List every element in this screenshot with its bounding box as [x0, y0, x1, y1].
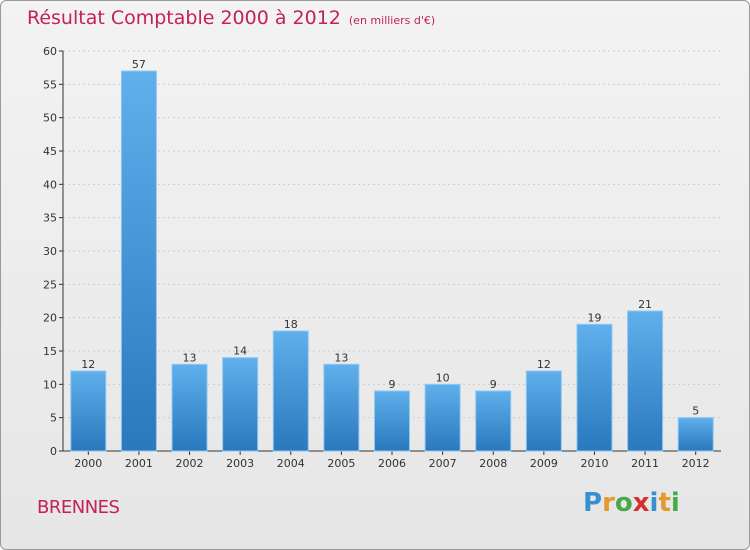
x-tick-label-2011: 2011 — [631, 457, 659, 470]
logo-letter: x — [632, 488, 650, 518]
bar-2007 — [424, 383, 461, 452]
logo-letter: i — [670, 488, 680, 518]
value-label-2011: 21 — [638, 298, 652, 311]
x-tick-label-2007: 2007 — [429, 457, 457, 470]
bar-2012 — [677, 417, 714, 452]
y-tick-label: 50 — [43, 112, 57, 125]
bar-2006 — [374, 390, 410, 452]
x-tick-label-2000: 2000 — [74, 457, 102, 470]
value-label-2002: 13 — [183, 351, 197, 364]
x-tick-label-2002: 2002 — [176, 457, 204, 470]
y-tick-label: 40 — [43, 178, 57, 191]
x-tick-label-2006: 2006 — [378, 457, 406, 470]
x-tick-label-2010: 2010 — [580, 457, 608, 470]
logo-letter: P — [583, 488, 603, 518]
value-label-2004: 18 — [284, 318, 298, 331]
y-tick-label: 45 — [43, 145, 57, 158]
bar-2011 — [627, 310, 664, 452]
bar-2010 — [576, 323, 613, 452]
value-label-2012: 5 — [692, 405, 699, 418]
x-tick-label-2012: 2012 — [682, 457, 710, 470]
y-tick-label: 5 — [50, 412, 57, 425]
logo-letter: r — [602, 488, 615, 518]
bar-2002 — [171, 363, 208, 452]
chart-title: Résultat Comptable 2000 à 2012 (en millie… — [27, 7, 435, 29]
bar-2001 — [120, 70, 157, 452]
place-name: BRENNES — [37, 497, 120, 518]
bar-2009 — [525, 370, 562, 452]
x-tick-label-2005: 2005 — [327, 457, 355, 470]
value-label-2001: 57 — [132, 58, 146, 71]
bar-2008 — [475, 390, 512, 452]
bar-2000 — [70, 370, 107, 452]
y-tick-label: 0 — [50, 445, 57, 458]
value-label-2000: 12 — [81, 358, 95, 371]
value-label-2007: 10 — [436, 371, 450, 384]
y-tick-label: 55 — [43, 78, 57, 91]
y-tick-label: 35 — [43, 212, 57, 225]
x-tick-label-2001: 2001 — [125, 457, 153, 470]
value-label-2008: 9 — [490, 378, 497, 391]
logo-letter: t — [658, 488, 671, 518]
x-tick-label-2009: 2009 — [530, 457, 558, 470]
y-tick-label: 25 — [43, 278, 57, 291]
y-tick-label: 60 — [43, 45, 57, 58]
logo-letter: o — [614, 488, 633, 518]
value-label-2003: 14 — [233, 345, 247, 358]
bar-2004 — [272, 330, 309, 452]
y-tick-label: 15 — [43, 345, 57, 358]
grid-lines — [63, 50, 721, 419]
value-label-2005: 13 — [334, 351, 348, 364]
chart-unit: (en milliers d'€) — [348, 14, 436, 27]
proxiti-logo: Proxiti — [583, 488, 680, 518]
y-tick-label: 30 — [43, 245, 57, 258]
value-label-2006: 9 — [389, 378, 396, 391]
x-tick-label-2004: 2004 — [277, 457, 305, 470]
x-tick-label-2008: 2008 — [479, 457, 507, 470]
value-label-2010: 19 — [587, 311, 601, 324]
chart-title-text: Résultat Comptable 2000 à 2012 — [27, 7, 341, 29]
bar-2005 — [323, 363, 360, 452]
bars — [70, 70, 714, 452]
bar-2003 — [222, 357, 259, 452]
labels: 0 5 10 15 20 25 30 35 40 45 50 55 60 12 2000 57 2001 13 20… — [43, 45, 710, 470]
y-tick-label: 10 — [43, 378, 57, 391]
value-label-2009: 12 — [537, 358, 551, 371]
logo-letter: i — [649, 488, 659, 518]
y-tick-label: 20 — [43, 312, 57, 325]
x-tick-label-2003: 2003 — [226, 457, 254, 470]
